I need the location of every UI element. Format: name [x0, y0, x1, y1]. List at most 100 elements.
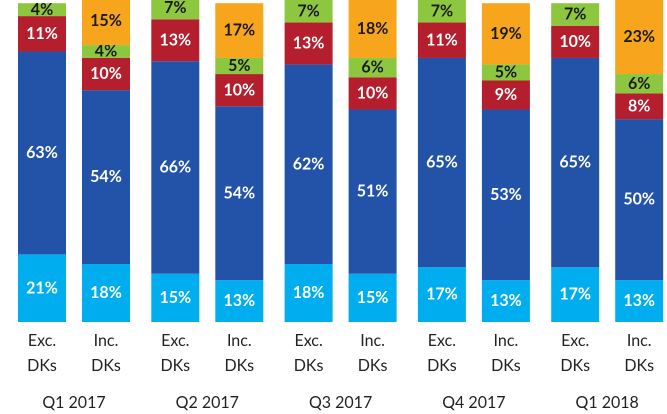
- bar-segment: [615, 280, 664, 322]
- x-tick-label: DKs: [160, 356, 190, 375]
- value-label: 17%: [426, 285, 458, 304]
- bar-segment: [215, 3, 264, 58]
- group-label: Q1 2017: [42, 393, 105, 412]
- value-label: 13%: [490, 291, 522, 310]
- bar-segment: [551, 25, 600, 58]
- bar-segment: [417, 22, 466, 58]
- x-tick-label: DKs: [560, 356, 590, 375]
- bar-segment: [615, 93, 664, 120]
- value-label: 13%: [623, 291, 655, 310]
- bar-segment: [348, 109, 397, 274]
- value-label: 11%: [426, 30, 458, 49]
- bar-segment: [151, 19, 200, 62]
- bar-segment: [481, 3, 530, 65]
- bar-segment: [215, 280, 264, 322]
- bar-segment: [551, 3, 600, 26]
- x-tick-label: Inc.: [94, 331, 119, 350]
- value-label: 17%: [223, 21, 255, 40]
- bar-segment: [284, 64, 333, 265]
- bar-segment: [215, 106, 264, 281]
- bar-segment: [551, 57, 600, 268]
- value-label: 6%: [628, 74, 650, 93]
- value-label: 19%: [490, 24, 522, 43]
- value-label: 7%: [564, 5, 586, 24]
- value-label: 10%: [559, 32, 591, 51]
- x-tick-label: Inc.: [494, 331, 519, 350]
- value-label: 65%: [559, 153, 591, 172]
- bar-segment: [551, 267, 600, 322]
- value-label: 5%: [495, 63, 517, 82]
- bar-segment: [417, 57, 466, 268]
- bar-segment: [215, 57, 264, 75]
- bar-segment: [348, 77, 397, 110]
- bar-segment: [348, 57, 397, 78]
- value-label: 9%: [495, 85, 517, 104]
- value-label: 50%: [623, 190, 655, 209]
- x-tick-label: DKs: [427, 356, 457, 375]
- value-label: 65%: [426, 153, 458, 172]
- bar-segment: [417, 0, 466, 23]
- value-label: 63%: [26, 143, 58, 162]
- value-label: 54%: [90, 167, 122, 186]
- value-label: 18%: [357, 19, 389, 38]
- bar-segment: [284, 0, 333, 23]
- value-label: 10%: [223, 80, 255, 99]
- value-label: 18%: [293, 283, 325, 302]
- bar-segment: [348, 273, 397, 322]
- bar-segment: [82, 45, 130, 58]
- bar-segment: [151, 273, 200, 322]
- x-tick-label: DKs: [624, 356, 654, 375]
- bar-segment: [18, 3, 66, 17]
- value-label: 7%: [297, 1, 319, 20]
- value-label: 15%: [159, 288, 191, 307]
- value-label: 13%: [293, 34, 325, 53]
- x-tick-label: DKs: [358, 356, 388, 375]
- bar-segment: [215, 74, 264, 107]
- value-label: 62%: [293, 154, 325, 173]
- value-label: 7%: [164, 0, 186, 17]
- x-tick-label: Inc.: [627, 331, 652, 350]
- bar-segment: [615, 74, 664, 94]
- value-label: 18%: [90, 283, 122, 302]
- x-tick-label: Exc.: [561, 331, 589, 350]
- bar-segment: [151, 0, 200, 20]
- bar-segment: [481, 280, 530, 322]
- value-label: 7%: [431, 1, 453, 20]
- x-tick-label: DKs: [224, 356, 254, 375]
- bar-segment: [18, 51, 66, 255]
- x-tick-label: Exc.: [294, 331, 322, 350]
- value-label: 10%: [90, 64, 122, 83]
- bar-segment: [82, 57, 130, 91]
- value-label: 54%: [223, 183, 255, 202]
- x-tick-label: DKs: [27, 356, 57, 375]
- value-label: 6%: [361, 58, 383, 77]
- bar-segment: [348, 0, 397, 58]
- x-tick-label: Inc.: [360, 331, 385, 350]
- value-label: 21%: [26, 278, 58, 297]
- x-tick-label: DKs: [491, 356, 521, 375]
- bar-segment: [18, 16, 66, 52]
- bar-segment: [481, 80, 530, 110]
- value-label: 13%: [159, 30, 191, 49]
- bar-segment: [481, 64, 530, 81]
- x-tick-label: DKs: [91, 356, 121, 375]
- value-label: 15%: [90, 11, 122, 30]
- value-label: 11%: [26, 24, 58, 43]
- value-label: 51%: [357, 182, 389, 201]
- bar-segment: [284, 264, 333, 322]
- value-label: 4%: [31, 0, 53, 19]
- bar-segment: [417, 267, 466, 322]
- value-label: 15%: [357, 288, 389, 307]
- x-tick-label: Exc.: [428, 331, 456, 350]
- bar-segment: [615, 119, 664, 281]
- bar-segment: [615, 0, 664, 75]
- group-label: Q2 2017: [176, 393, 239, 412]
- bar-segment: [18, 254, 66, 322]
- group-label: Q4 2017: [442, 393, 505, 412]
- value-label: 8%: [628, 96, 650, 115]
- value-label: 53%: [490, 185, 522, 204]
- value-label: 17%: [559, 285, 591, 304]
- x-tick-label: DKs: [294, 356, 324, 375]
- x-tick-label: Exc.: [161, 331, 189, 350]
